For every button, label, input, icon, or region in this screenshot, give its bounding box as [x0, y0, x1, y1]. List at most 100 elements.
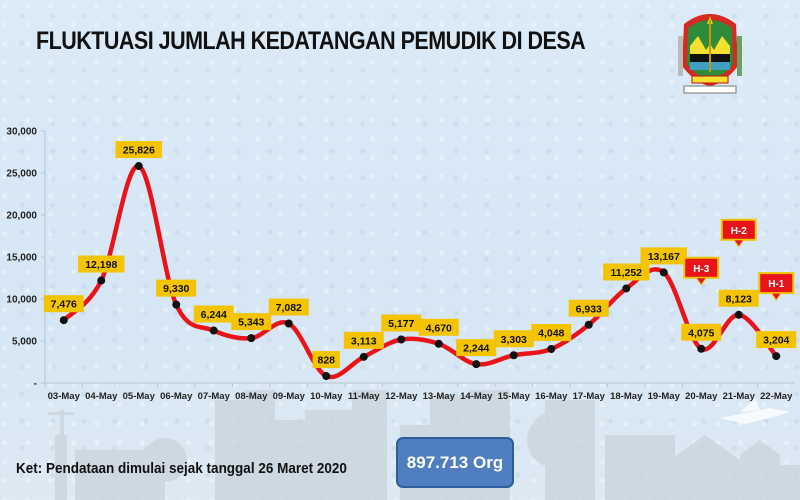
svg-text:9,330: 9,330: [163, 283, 189, 295]
data-line: [62, 163, 779, 380]
data-point-marker: [472, 360, 481, 369]
data-point-marker: [659, 268, 668, 277]
svg-text:H-1: H-1: [768, 279, 785, 290]
svg-text:7,082: 7,082: [276, 302, 302, 314]
data-label: 4,075: [681, 323, 722, 341]
data-label: 7,082: [268, 298, 309, 316]
data-label: 6,933: [568, 299, 609, 317]
x-tick-label: 13-May: [423, 391, 456, 402]
x-tick-label: 18-May: [610, 391, 643, 402]
x-tick-label: 15-May: [498, 391, 531, 402]
y-tick-label: 30,000: [6, 127, 37, 138]
data-label: 5,343: [231, 313, 272, 331]
data-point-marker: [247, 334, 256, 343]
data-point-marker: [322, 372, 331, 381]
y-tick-label: 20,000: [6, 211, 37, 222]
x-tick-label: 22-May: [760, 391, 793, 402]
footnote: Ket: Pendataan dimulai sejak tanggal 26 …: [16, 460, 347, 477]
province-emblem-logo: [678, 14, 742, 94]
data-label: 4,048: [531, 323, 572, 341]
svg-text:3,303: 3,303: [501, 334, 527, 346]
data-label: 8,123: [718, 289, 759, 307]
chart-title: FLUKTUASI JUMLAH KEDATANGAN PEMUDIK DI D…: [36, 27, 586, 55]
data-label: 9,330: [156, 279, 197, 297]
data-point-marker: [397, 335, 406, 344]
x-tick-label: 09-May: [273, 391, 306, 402]
data-point-marker: [209, 326, 218, 335]
svg-text:5,343: 5,343: [238, 317, 264, 329]
x-tick-label: 08-May: [235, 391, 268, 402]
data-point-marker: [97, 276, 106, 285]
x-tick-label: 20-May: [685, 391, 718, 402]
data-label: 3,113: [343, 331, 384, 349]
svg-text:2,244: 2,244: [463, 343, 489, 355]
x-tick-label: 04-May: [85, 391, 118, 402]
svg-text:25,826: 25,826: [123, 145, 155, 157]
data-label: 13,167: [640, 247, 687, 265]
x-tick-label: 07-May: [198, 391, 231, 402]
x-tick-label: 05-May: [123, 391, 156, 402]
data-label: 6,244: [193, 305, 234, 323]
x-tick-label: 14-May: [460, 391, 493, 402]
data-point-marker: [134, 162, 143, 171]
svg-text:828: 828: [317, 355, 335, 367]
svg-text:H-3: H-3: [693, 264, 710, 275]
svg-text:4,075: 4,075: [688, 327, 714, 339]
data-point-marker: [359, 352, 368, 361]
svg-text:4,670: 4,670: [426, 322, 452, 334]
data-label: 3,303: [493, 330, 534, 348]
data-point-marker: [734, 310, 743, 319]
data-point-marker: [772, 352, 781, 361]
x-tick-label: 19-May: [648, 391, 681, 402]
svg-text:13,167: 13,167: [648, 251, 680, 263]
data-point-marker: [59, 316, 68, 325]
data-point-marker: [547, 344, 556, 353]
x-tick-label: 12-May: [385, 391, 418, 402]
svg-text:H-2: H-2: [731, 226, 748, 237]
x-tick-label: 21-May: [723, 391, 756, 402]
svg-text:11,252: 11,252: [610, 267, 642, 279]
y-tick-label: 15,000: [6, 253, 37, 264]
svg-text:3,113: 3,113: [351, 335, 377, 347]
x-tick-label: 11-May: [348, 391, 380, 402]
svg-text:5,177: 5,177: [388, 318, 414, 330]
svg-text:6,933: 6,933: [576, 303, 602, 315]
x-tick-label: 10-May: [310, 391, 343, 402]
data-label: 3,204: [756, 331, 797, 349]
data-label: 12,198: [78, 255, 125, 273]
x-tick-label: 06-May: [160, 391, 193, 402]
data-point-marker: [172, 300, 181, 309]
svg-text:4,048: 4,048: [538, 327, 564, 339]
data-label: 828: [312, 351, 340, 369]
y-tick-label: 25,000: [6, 169, 37, 180]
data-point-marker: [697, 344, 706, 353]
callout-h-2: H-2: [720, 218, 757, 248]
data-label: 25,826: [115, 141, 162, 159]
data-label: 7,476: [43, 295, 84, 313]
total-count-box: 897.713 Org: [396, 437, 514, 488]
callout-h-3: H-3: [683, 256, 720, 286]
y-tick-label: -: [34, 379, 37, 390]
data-point-marker: [284, 319, 293, 328]
data-point-marker: [509, 351, 518, 360]
data-point-marker: [434, 339, 443, 348]
svg-text:12,198: 12,198: [85, 259, 117, 271]
data-point-marker: [584, 320, 593, 329]
svg-text:3,204: 3,204: [763, 335, 789, 347]
svg-text:6,244: 6,244: [201, 309, 227, 321]
data-label: 5,177: [381, 314, 422, 332]
y-tick-label: 5,000: [12, 337, 37, 348]
data-label: 2,244: [456, 339, 497, 357]
svg-text:7,476: 7,476: [51, 299, 77, 311]
x-tick-label: 17-May: [573, 391, 606, 402]
svg-text:8,123: 8,123: [726, 293, 752, 305]
x-tick-label: 03-May: [48, 391, 81, 402]
total-count-value: 897.713 Org: [406, 452, 504, 472]
y-tick-label: 10,000: [6, 295, 37, 306]
data-label: 4,670: [418, 318, 459, 336]
data-point-marker: [622, 284, 631, 293]
data-label: 11,252: [603, 263, 650, 281]
x-tick-label: 16-May: [535, 391, 568, 402]
callout-h-1: H-1: [758, 272, 795, 301]
